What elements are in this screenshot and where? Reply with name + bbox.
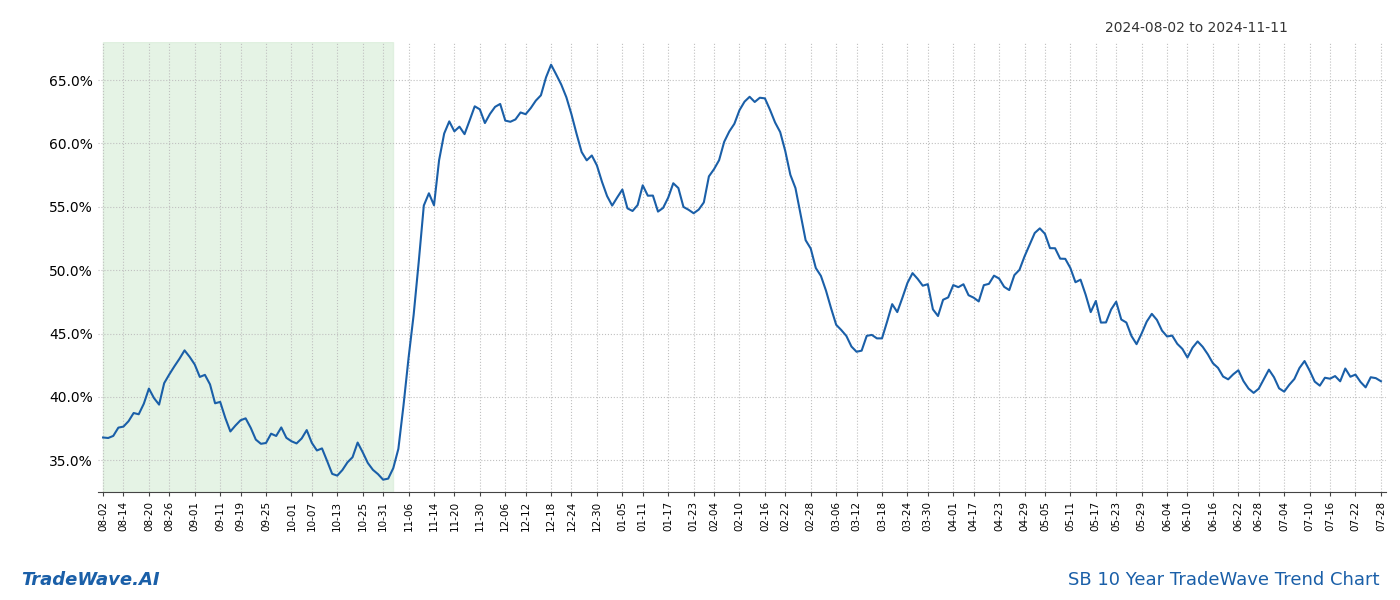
Text: SB 10 Year TradeWave Trend Chart: SB 10 Year TradeWave Trend Chart bbox=[1067, 571, 1379, 589]
Text: TradeWave.AI: TradeWave.AI bbox=[21, 571, 160, 589]
Bar bbox=[104, 42, 393, 492]
Text: 2024-08-02 to 2024-11-11: 2024-08-02 to 2024-11-11 bbox=[1105, 21, 1288, 35]
